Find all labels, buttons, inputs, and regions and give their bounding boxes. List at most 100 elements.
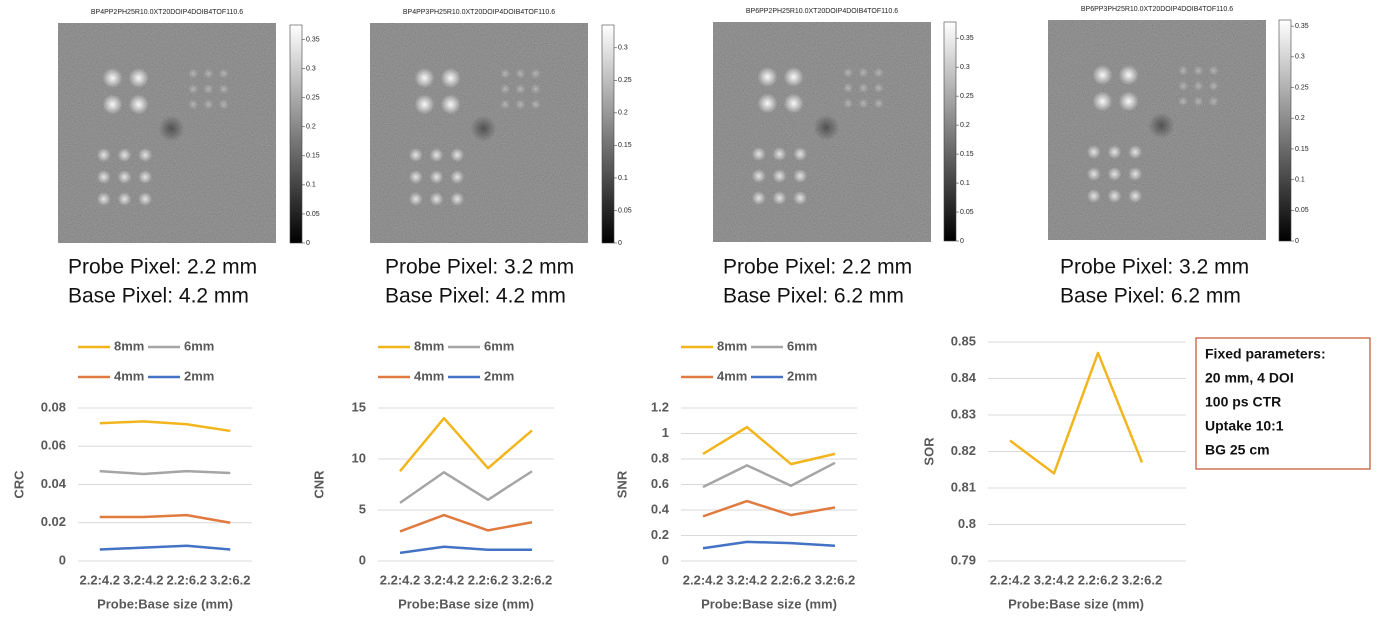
y-tick-label: 15 [352,399,366,414]
hot-spot [793,191,808,205]
note-line: Fixed parameters: [1205,346,1326,362]
y-tick-label: 0.79 [951,552,976,567]
hot-spot [757,67,778,87]
legend-label: 2mm [484,368,514,383]
series-line [99,513,231,524]
hot-spot [1193,81,1204,91]
y-axis-title: SNR [614,470,629,498]
colorbar-tick-label: 0.05 [618,207,632,214]
colorbar-tick-label: 0.3 [618,45,628,52]
cold-spot [1148,112,1175,139]
hot-spot [96,192,111,206]
colorbar-tick-label: 0.1 [306,182,316,189]
colorbar-tick-label: 0.2 [618,110,628,117]
y-tick-label: 0.82 [951,443,976,458]
hot-spot [96,148,111,162]
legend-label: 4mm [717,368,747,383]
image-caption: Probe Pixel: 3.2 mm [1060,256,1249,279]
hot-spot [858,83,869,93]
y-axis-title: CRC [11,470,26,499]
hot-spot [450,192,465,206]
hot-spot [218,99,229,110]
colorbar [289,24,303,244]
y-tick-label: 10 [352,450,366,465]
hot-spot [843,67,854,78]
colorbar-tick-label: 0.35 [306,36,320,43]
hot-spot [500,68,511,79]
x-tick-label: 2.2:6.2 [167,572,207,587]
hot-spot [429,170,444,184]
hot-spot [500,99,511,110]
hot-spot [1107,145,1122,159]
y-tick-label: 1 [662,425,669,440]
hot-spot [218,68,229,79]
hot-spot [793,169,808,183]
image-caption: Base Pixel: 4.2 mm [385,285,566,308]
colorbar-tick-label: 0.05 [306,211,320,218]
note-box [1195,337,1371,470]
image-caption: Probe Pixel: 3.2 mm [385,256,574,279]
cold-spot [470,115,497,142]
series-line [399,545,532,555]
hot-spot [440,68,461,88]
hot-spot [783,67,804,87]
colorbar-tick-label: 0.15 [306,153,320,160]
x-tick-label: 2.2:4.2 [380,572,420,587]
x-tick-label: 2.2:4.2 [990,572,1030,587]
hot-spot [414,68,435,88]
x-tick-label: 2.2:4.2 [683,572,723,587]
colorbar-tick-label: 0.25 [1295,84,1309,91]
hot-spot [188,99,199,110]
hot-spot [1086,167,1101,181]
hot-spot [1193,65,1204,76]
colorbar-tick-label: 0.1 [1295,176,1305,183]
series-line [399,470,533,504]
colorbar-tick-label: 0.2 [1295,115,1305,122]
legend-label: 6mm [787,338,817,353]
hot-spot [117,170,132,184]
y-tick-label: 0.84 [951,370,977,385]
hot-spot [188,68,199,79]
hot-spot [188,84,199,94]
hot-spot [858,67,869,78]
x-tick-label: 3.2:4.2 [123,572,163,587]
hot-spot [1208,96,1219,107]
hot-spot [1086,189,1101,203]
colorbar-tick-label: 0 [960,238,964,245]
x-axis-title: Probe:Base size (mm) [701,596,837,611]
x-tick-label: 3.2:6.2 [1122,572,1162,587]
y-tick-label: 0.81 [951,479,976,494]
hot-spot [1107,189,1122,203]
hot-spot [873,83,884,93]
hot-spot [751,147,766,161]
hot-spot [138,192,153,206]
hot-spot [450,148,465,162]
hot-spot [1107,167,1122,181]
hot-spot [843,98,854,109]
legend-label: 4mm [114,368,144,383]
image-title: BP4PP2PH25R10.0XT20DOIP4DOIB4TOF110.6 [91,9,243,16]
hot-spot [1208,65,1219,76]
legend-label: 6mm [484,338,514,353]
image-caption: Base Pixel: 6.2 mm [1060,285,1241,308]
colorbar-tick-label: 0.3 [306,65,316,72]
hot-spot [408,192,423,206]
hot-spot [408,170,423,184]
hot-spot [1208,81,1219,91]
series-line [702,461,836,489]
colorbar-tick-label: 0.25 [960,93,974,100]
colorbar-tick-label: 0.25 [306,95,320,102]
hot-spot [408,148,423,162]
y-tick-label: 0.06 [41,438,66,453]
legend-label: 2mm [184,368,214,383]
x-tick-label: 3.2:4.2 [424,572,464,587]
y-tick-label: 0 [359,552,366,567]
colorbar-tick-label: 0.05 [960,209,974,216]
hot-spot [1118,91,1139,112]
hot-spot [757,93,778,114]
hot-spot [783,93,804,114]
y-axis-title: SOR [921,437,936,466]
x-axis-title: Probe:Base size (mm) [398,596,534,611]
hot-spot [218,84,229,94]
y-tick-label: 1.2 [651,399,669,414]
